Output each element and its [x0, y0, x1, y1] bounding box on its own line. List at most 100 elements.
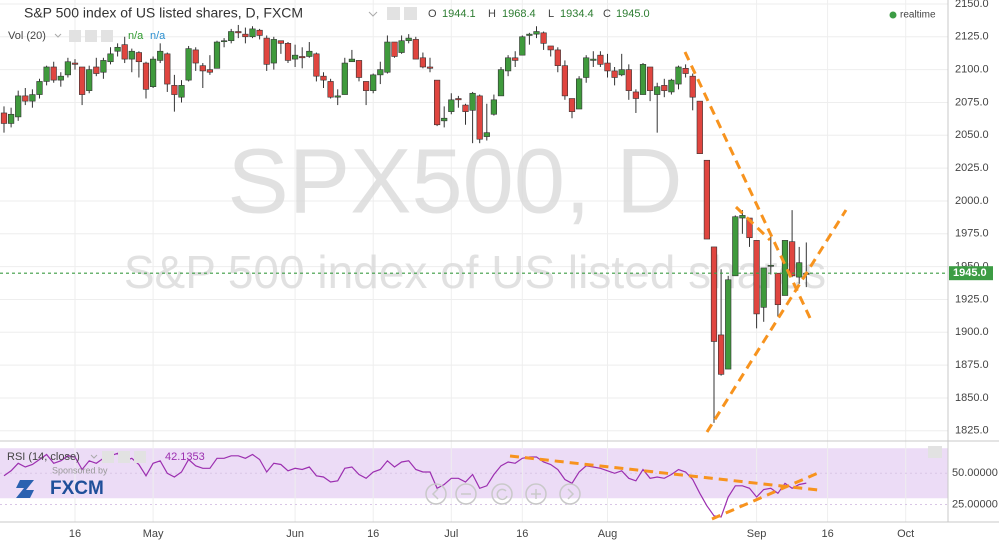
- candle-body: [561, 65, 568, 97]
- axis-labels: 16 May Jun 16 Jul 16 Aug Sep 16 Oct 1825.0 1850.0 18…: [69, 0, 998, 540]
- zoom-out-button[interactable]: [455, 483, 477, 505]
- candle-body: [64, 61, 71, 76]
- menu-arrow[interactable]: [54, 33, 62, 38]
- candle-body: [135, 52, 143, 63]
- settings-icon[interactable]: [69, 30, 81, 42]
- x-tick-label: 16: [367, 528, 379, 540]
- y-tick-label: 25.00000: [952, 498, 998, 510]
- candle-body: [362, 81, 370, 91]
- y-tick-label: 1825.0: [955, 425, 989, 437]
- candle-body: [504, 57, 512, 72]
- candle-body: [583, 57, 590, 78]
- settings-icon[interactable]: [387, 7, 400, 20]
- zoom-in-button[interactable]: [525, 483, 547, 505]
- icon: [431, 488, 439, 500]
- settings-icon[interactable]: [118, 451, 130, 463]
- candle-body: [93, 66, 100, 74]
- last-price-label: 1945.0: [953, 267, 987, 279]
- candle-body: [114, 46, 121, 52]
- x-tick-label: 16: [69, 528, 81, 540]
- y-tick-label: 50.00000: [952, 467, 998, 479]
- candle-body: [490, 99, 498, 115]
- rsi-trend-line: [509, 454, 819, 492]
- candle-body: [107, 53, 114, 63]
- candle-body: [36, 81, 43, 95]
- candle-body: [575, 78, 583, 110]
- candle-body: [625, 69, 632, 91]
- settings-icon[interactable]: [404, 7, 417, 20]
- last-price-badge: [949, 266, 993, 281]
- candle-body: [717, 334, 725, 375]
- y-tick-label: 2100.0: [955, 64, 989, 76]
- candle-body: [128, 50, 135, 60]
- candle-body: [355, 60, 363, 78]
- candle-body: [370, 74, 377, 91]
- y-tick-label: 2000.0: [955, 195, 989, 207]
- candle-body: [675, 66, 682, 85]
- x-tick-label: Sep: [747, 528, 767, 540]
- candle-body: [206, 69, 214, 73]
- status: realtime: [900, 10, 936, 21]
- settings-icon[interactable]: [102, 451, 114, 463]
- candle-body: [270, 39, 277, 64]
- candle-body: [703, 159, 710, 240]
- candle-body: [299, 56, 306, 59]
- candle-body: [590, 58, 597, 61]
- menu-arrow[interactable]: [368, 11, 378, 17]
- zoom-controls: [425, 483, 581, 505]
- menu-arrow[interactable]: [90, 454, 98, 459]
- drawings: [509, 51, 848, 521]
- scroll-right-button[interactable]: [559, 483, 581, 505]
- candle-body: [568, 98, 576, 112]
- x-tick-label: Jun: [286, 528, 304, 540]
- candle-body: [235, 31, 242, 34]
- candle-body: [121, 44, 128, 60]
- candle-body: [661, 85, 668, 91]
- candle-body: [725, 279, 732, 370]
- ohlc-name: C: [603, 8, 611, 20]
- candle-body: [0, 112, 8, 124]
- candle-body: [86, 69, 93, 91]
- candle-body: [192, 49, 199, 64]
- legend: S&P 500 index of US listed shares, D, FX…: [7, 5, 942, 499]
- settings-icon[interactable]: [101, 30, 113, 42]
- candle-body: [497, 69, 505, 97]
- candle-body: [277, 40, 285, 44]
- candle-body: [8, 113, 15, 124]
- sponsor-label: Sponsored by: [52, 465, 108, 475]
- candle-body: [760, 267, 767, 308]
- candle-body: [526, 33, 533, 36]
- candle-body: [426, 66, 434, 69]
- candle-body: [767, 265, 774, 267]
- rsi-title: RSI (14, close): [7, 451, 80, 463]
- candle-body: [284, 43, 292, 61]
- candle-body: [512, 57, 519, 61]
- y-tick-label: 1900.0: [955, 326, 989, 338]
- volume-label: Vol (20): [8, 30, 46, 42]
- ohlc-value: 1944.1: [442, 8, 476, 20]
- ohlc-name: H: [488, 8, 496, 20]
- settings-icon[interactable]: [134, 451, 146, 463]
- candle-body: [157, 50, 164, 61]
- candle-body: [732, 216, 739, 277]
- scroll-left-button[interactable]: [425, 483, 447, 505]
- candle-body: [213, 41, 221, 69]
- candle-body: [476, 95, 483, 140]
- y-tick-label: 2075.0: [955, 96, 989, 108]
- pane-maximize[interactable]: [928, 446, 942, 458]
- y-tick-label: 1850.0: [955, 392, 989, 404]
- candle-body: [242, 33, 249, 38]
- watermark-symbol: SPX500, D: [227, 130, 682, 232]
- candle-body: [547, 45, 554, 51]
- ohlc-value: 1968.4: [502, 8, 536, 20]
- candle-body: [540, 32, 547, 44]
- reset-button[interactable]: [491, 483, 513, 505]
- candle-body: [391, 41, 398, 57]
- candle-body: [483, 132, 490, 137]
- candle-body: [604, 62, 611, 72]
- candle-body: [22, 95, 29, 102]
- settings-icon[interactable]: [85, 30, 97, 42]
- candle-body: [412, 39, 419, 60]
- candle-body: [384, 41, 391, 73]
- candle-body: [739, 215, 746, 219]
